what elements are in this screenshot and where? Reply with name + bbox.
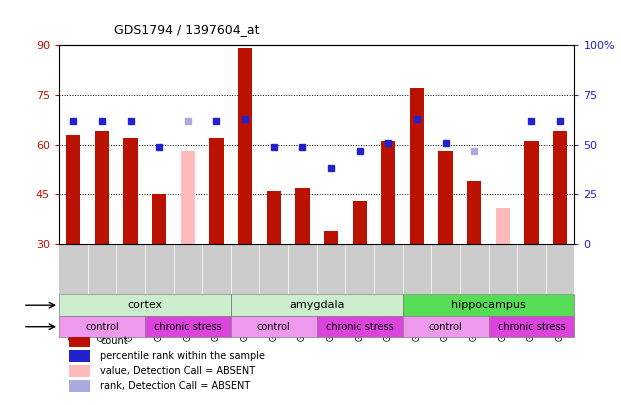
Text: GDS1794 / 1397604_at: GDS1794 / 1397604_at — [114, 23, 259, 36]
Bar — [152, 194, 166, 245]
Bar — [124, 138, 138, 245]
Bar — [95, 131, 109, 245]
Bar — [467, 181, 481, 245]
Text: hippocampus: hippocampus — [451, 300, 526, 310]
Bar — [438, 151, 453, 245]
Text: rank, Detection Call = ABSENT: rank, Detection Call = ABSENT — [100, 381, 250, 391]
Text: control: control — [85, 322, 119, 332]
Bar — [209, 138, 224, 245]
Text: count: count — [100, 337, 128, 346]
Text: value, Detection Call = ABSENT: value, Detection Call = ABSENT — [100, 366, 255, 376]
FancyBboxPatch shape — [59, 294, 231, 316]
FancyBboxPatch shape — [317, 316, 402, 337]
Bar — [70, 379, 90, 392]
Bar — [553, 131, 567, 245]
Bar — [381, 141, 396, 245]
Bar — [70, 335, 90, 347]
FancyBboxPatch shape — [145, 316, 231, 337]
Bar — [496, 208, 510, 245]
FancyBboxPatch shape — [402, 294, 574, 316]
FancyBboxPatch shape — [489, 316, 574, 337]
Bar — [238, 48, 252, 245]
FancyBboxPatch shape — [59, 316, 145, 337]
Bar — [353, 201, 367, 245]
Text: percentile rank within the sample: percentile rank within the sample — [100, 351, 265, 361]
Text: amygdala: amygdala — [289, 300, 345, 310]
Bar — [324, 231, 338, 245]
Text: chronic stress: chronic stress — [497, 322, 565, 332]
Bar — [524, 141, 538, 245]
Bar — [70, 350, 90, 362]
Text: cortex: cortex — [127, 300, 163, 310]
Bar — [66, 134, 81, 245]
Text: chronic stress: chronic stress — [154, 322, 222, 332]
Bar — [181, 151, 195, 245]
Text: chronic stress: chronic stress — [326, 322, 394, 332]
Text: control: control — [257, 322, 291, 332]
Text: control: control — [428, 322, 463, 332]
Bar — [295, 188, 309, 245]
Bar — [410, 88, 424, 245]
FancyBboxPatch shape — [231, 316, 317, 337]
FancyBboxPatch shape — [402, 316, 489, 337]
FancyBboxPatch shape — [231, 294, 402, 316]
Bar — [266, 191, 281, 245]
Bar — [70, 365, 90, 377]
